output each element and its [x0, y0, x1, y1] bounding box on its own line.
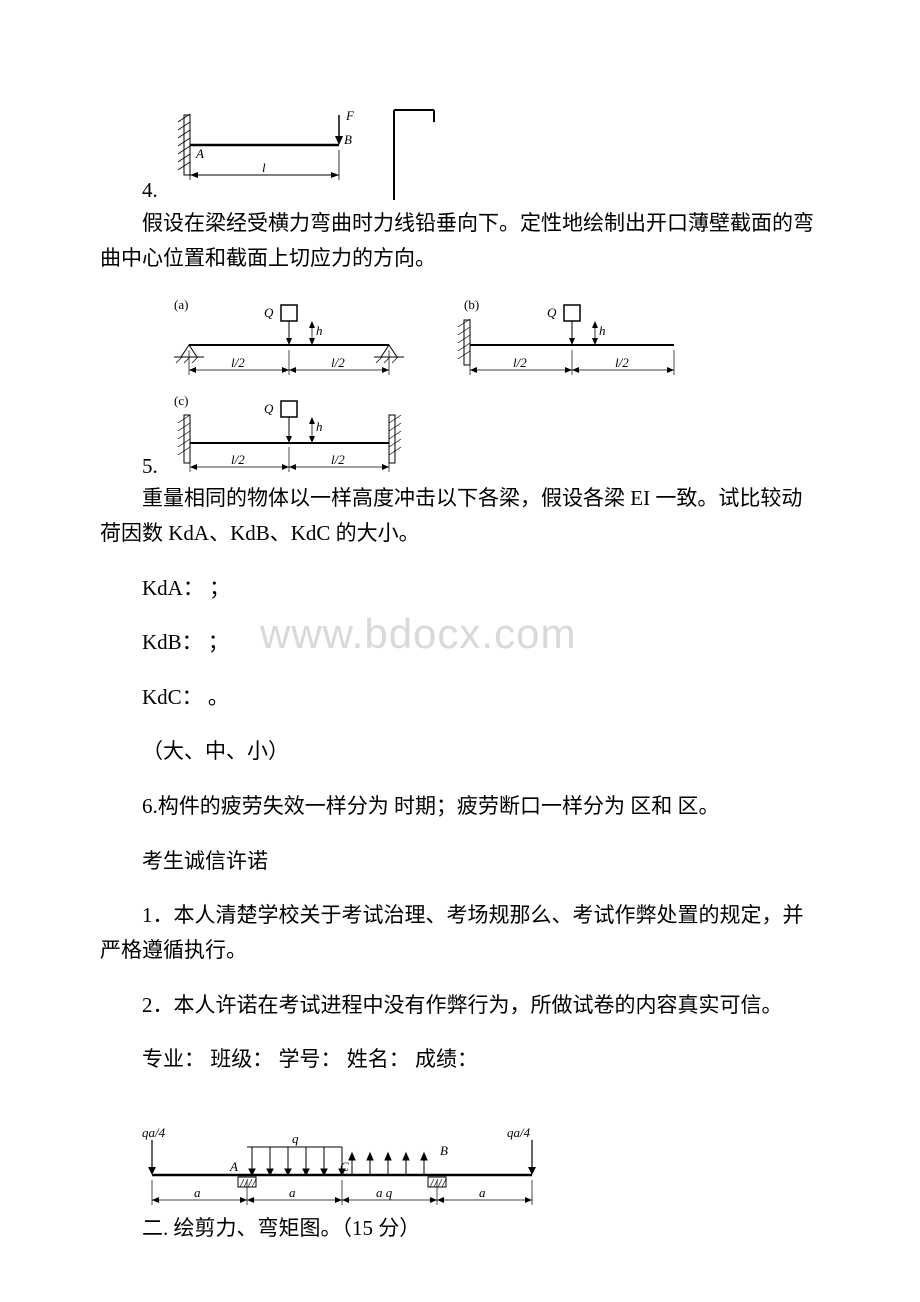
student-info: 专业： 班级： 学号： 姓名： 成绩： — [100, 1042, 820, 1077]
fig5-label-b: (b) — [464, 297, 479, 312]
q2-a1: a — [194, 1185, 201, 1200]
q2-label-B: B — [440, 1143, 448, 1158]
q2-label-C: C — [340, 1159, 349, 1174]
q2-a3: a q — [376, 1185, 393, 1200]
paragraph-4: 假设在梁经受横力弯曲时力线铅垂向下。定性地绘制出开口薄壁截面的弯曲中心位置和截面… — [100, 206, 820, 275]
fig5a-h: h — [316, 323, 323, 338]
fig5c-l2-1: l/2 — [231, 452, 245, 467]
kdB-line: KdB： ； — [100, 625, 820, 660]
fig5b-Q: Q — [547, 305, 557, 320]
page-content: 4. F A B l — [100, 100, 820, 1246]
paragraph-5: 重量相同的物体以一样高度冲击以下各梁，假设各梁 EI 一致。试比较动荷因数 Kd… — [100, 481, 820, 550]
kdA-line: KdA： ； — [100, 571, 820, 606]
fig4-label-A: A — [195, 146, 204, 161]
kdC-line: KdC： 。 — [100, 680, 820, 715]
fig5b-l2-2: l/2 — [615, 355, 629, 370]
fig5-label-a: (a) — [174, 297, 188, 312]
q2-a4: a — [479, 1185, 486, 1200]
figure-4-row: 4. F A B l — [100, 100, 820, 210]
pledge-1: 1．本人清楚学校关于考试治理、考场规那么、考试作弊处置的规定，并严格遵循执行。 — [100, 898, 820, 967]
pledge-title: 考生诚信许诺 — [100, 844, 820, 879]
fig5c-Q: Q — [264, 401, 274, 416]
fig5a-l2-1: l/2 — [231, 355, 245, 370]
figure-q2-row: qa/4 qa/4 q — [142, 1125, 820, 1215]
fig5b-l2-1: l/2 — [513, 355, 527, 370]
figure-5-number: 5. — [142, 450, 158, 486]
question-2: 二. 绘剪力、弯矩图。（15 分） — [100, 1211, 820, 1246]
fig5a-l2-2: l/2 — [331, 355, 345, 370]
fig4-label-l: l — [262, 160, 266, 175]
q2-label-A: A — [229, 1159, 238, 1174]
fig5b-h: h — [599, 323, 606, 338]
q2-qa4-right: qa/4 — [507, 1125, 531, 1140]
pledge-2: 2．本人许诺在考试进程中没有作弊行为，所做试卷的内容真实可信。 — [100, 988, 820, 1023]
fig5c-l2-2: l/2 — [331, 452, 345, 467]
fig5c-h: h — [316, 419, 323, 434]
choices-line: （大、中、小） — [100, 734, 820, 769]
fig4-label-B: B — [344, 132, 352, 147]
figure-5-row: 5. (a) Q h — [100, 295, 820, 485]
figure-5-svg: (a) Q h l/2 — [164, 295, 694, 485]
figure-4-svg: F A B l — [164, 100, 444, 210]
q2-a2: a — [289, 1185, 296, 1200]
fig5a-Q: Q — [264, 305, 274, 320]
paragraph-6: 6.构件的疲劳失效一样分为 时期；疲劳断口一样分为 区和 区。 — [100, 789, 820, 824]
fig4-label-F: F — [345, 108, 355, 123]
figure-q2-svg: qa/4 qa/4 q — [142, 1125, 542, 1215]
q2-qa4-left: qa/4 — [142, 1125, 166, 1140]
fig5-label-c: (c) — [174, 393, 188, 408]
q2-q-down: q — [292, 1131, 299, 1146]
figure-4-number: 4. — [142, 174, 158, 210]
